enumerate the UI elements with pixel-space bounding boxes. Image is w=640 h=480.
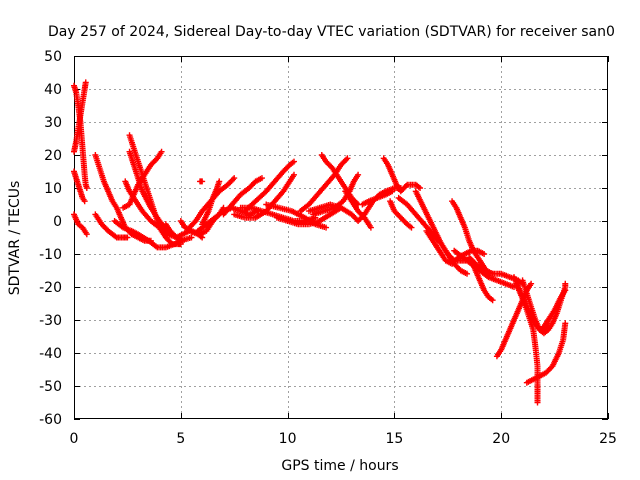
y-tick-label: -50 xyxy=(39,379,62,395)
plus-marker xyxy=(464,270,471,277)
y-tick-label: -10 xyxy=(39,247,62,263)
plus-marker xyxy=(355,171,362,178)
series-arc33 xyxy=(412,188,471,277)
y-tick-label: 40 xyxy=(44,82,62,98)
plus-marker xyxy=(83,231,90,238)
x-tick-label: 20 xyxy=(492,431,510,447)
x-tick-label: 10 xyxy=(279,431,297,447)
x-tick-label: 5 xyxy=(176,431,185,447)
plus-marker xyxy=(188,234,195,241)
plus-marker xyxy=(344,155,351,162)
series-arc17 xyxy=(197,178,206,185)
series-arc22 xyxy=(263,201,330,231)
plus-marker xyxy=(258,175,265,182)
series-arc44 xyxy=(538,287,569,333)
x-tick-label: 15 xyxy=(385,431,403,447)
plus-marker xyxy=(562,320,569,327)
y-tick-label: -20 xyxy=(39,280,62,296)
y-axis-title: SDTVAR / TECUs xyxy=(7,181,23,296)
y-tick-label: -30 xyxy=(39,313,62,329)
series-arc34 xyxy=(423,227,488,267)
series-arc6 xyxy=(92,211,131,241)
series-arc30 xyxy=(380,155,424,195)
y-tick-label: 0 xyxy=(53,214,62,230)
plus-marker xyxy=(82,79,89,86)
y-tick-label: 10 xyxy=(44,181,62,197)
plus-marker xyxy=(534,399,541,406)
plus-marker xyxy=(367,224,374,231)
plus-marker xyxy=(562,287,569,294)
plus-marker xyxy=(216,178,223,185)
plus-marker xyxy=(124,234,131,241)
plus-marker xyxy=(562,280,569,287)
y-tick-labels: -60 -50 -40 -30 -20 -10 0 10 20 30 40 50 xyxy=(39,49,62,428)
plus-marker xyxy=(408,224,415,231)
series-arc2 xyxy=(71,82,90,191)
data-marks xyxy=(71,79,569,406)
series-arc4 xyxy=(71,211,90,238)
plus-marker xyxy=(81,198,88,205)
plot-frame xyxy=(74,56,608,419)
plus-marker xyxy=(489,297,496,304)
series-arc3 xyxy=(71,168,88,205)
series-arc23 xyxy=(273,204,344,228)
plus-marker xyxy=(389,188,396,195)
y-tick-label: -40 xyxy=(39,346,62,362)
series-arc28 xyxy=(342,188,374,231)
plus-marker xyxy=(83,185,90,191)
plus-marker xyxy=(323,224,330,231)
series-arc29 xyxy=(359,188,396,208)
plus-marker xyxy=(528,280,535,287)
series-arc11 xyxy=(111,218,195,251)
series-arc41 xyxy=(513,280,541,406)
x-tick-label: 0 xyxy=(70,431,79,447)
x-axis-title: GPS time / hours xyxy=(281,458,398,474)
plus-marker xyxy=(199,178,206,185)
y-tick-label: 30 xyxy=(44,115,62,131)
plus-marker xyxy=(417,185,424,191)
chart-title: Day 257 of 2024, Sidereal Day-to-day VTE… xyxy=(48,24,615,40)
plus-marker xyxy=(291,158,298,165)
series-arc10 xyxy=(120,148,165,211)
series-arc16 xyxy=(199,178,223,228)
plus-marker xyxy=(158,148,165,155)
series-arc35 xyxy=(449,198,496,277)
y-tick-label: 20 xyxy=(44,148,62,164)
plus-marker xyxy=(291,171,298,178)
series-arc18 xyxy=(220,175,265,218)
plus-marker xyxy=(481,251,488,257)
series-arc43 xyxy=(523,320,569,386)
plus-marker xyxy=(231,175,238,182)
axis-ticks xyxy=(74,56,609,420)
x-tick-labels: 0 5 10 15 20 25 xyxy=(70,431,617,447)
x-tick-label: 25 xyxy=(599,431,617,447)
y-tick-label: 50 xyxy=(44,49,62,65)
y-tick-label: -60 xyxy=(39,412,62,428)
series-arc24 xyxy=(297,155,351,215)
series-arc31 xyxy=(387,198,415,231)
